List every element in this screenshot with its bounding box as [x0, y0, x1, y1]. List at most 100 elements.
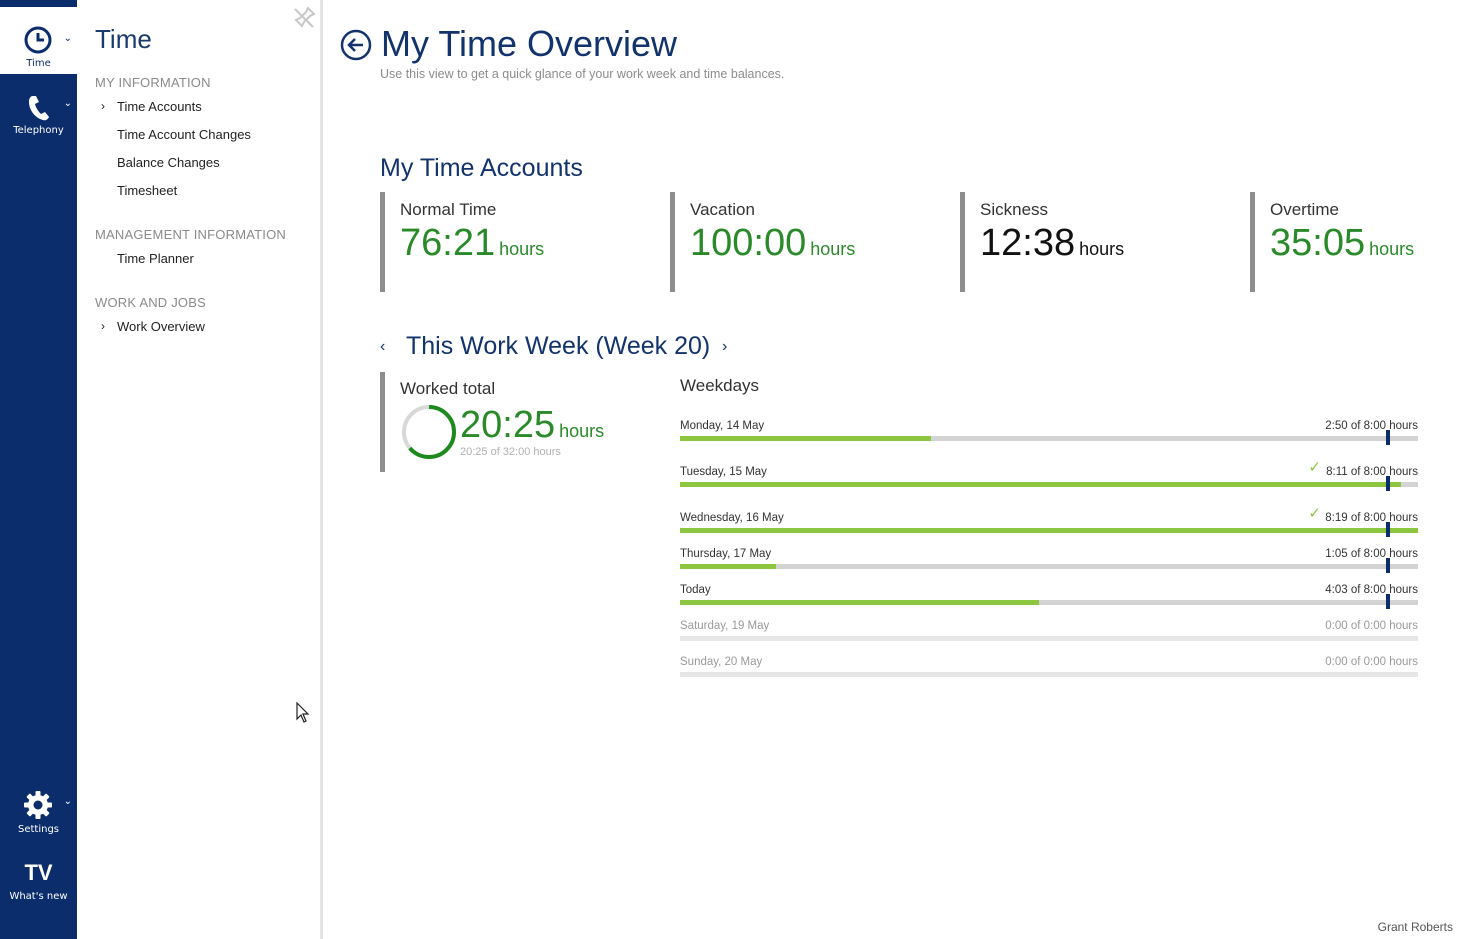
- worked-total-label: Worked total: [400, 379, 496, 398]
- account-value: 76:21 hours: [400, 222, 544, 265]
- weekday-progress-fill: [680, 482, 1401, 487]
- nav-title: Time: [95, 24, 152, 54]
- clock-icon: [24, 26, 52, 54]
- nav-item-balance-changes[interactable]: Balance Changes: [117, 155, 220, 170]
- user-name[interactable]: Grant Roberts: [1377, 920, 1453, 934]
- nav-item-time-accounts[interactable]: › Time Accounts: [101, 99, 202, 114]
- nav-item-work-overview[interactable]: › Work Overview: [101, 319, 205, 334]
- chevron-down-icon: ⌄: [63, 98, 72, 109]
- time-accounts-title: My Time Accounts: [380, 154, 583, 182]
- weekday-name: Saturday, 19 May: [680, 620, 770, 632]
- account-unit: hours: [1369, 239, 1415, 259]
- weekday-progress-bar: [680, 476, 1418, 491]
- weekday-hours: 8:11 of 8:00 hours: [1326, 466, 1418, 478]
- chevron-right-icon: ›: [101, 99, 105, 113]
- weekday-row[interactable]: Today 4:03 of 8:00 hours: [680, 584, 1418, 618]
- weekday-hours: 2:50 of 8:00 hours: [1325, 420, 1418, 432]
- weekday-row[interactable]: Thursday, 17 May 1:05 of 8:00 hours: [680, 548, 1418, 582]
- weekday-name: Monday, 14 May: [680, 420, 765, 432]
- rail-item-whats-new[interactable]: TV What's new: [0, 860, 77, 905]
- weekday-hours: 8:19 of 8:00 hours: [1325, 512, 1418, 524]
- weekday-name: Wednesday, 16 May: [680, 512, 784, 524]
- account-hours: 76:21: [400, 222, 496, 264]
- weekday-progress-bar: [680, 594, 1418, 609]
- navigation-panel: Time MY INFORMATION › Time Accounts Time…: [77, 0, 323, 939]
- worked-total-value: 20:25 hours: [460, 404, 604, 447]
- rail-item-telephony[interactable]: ⌄ Telephony: [0, 90, 77, 140]
- account-card-overtime[interactable]: Overtime 35:05 hours: [1250, 192, 1475, 292]
- rail-item-label: Time: [26, 58, 51, 69]
- account-card-normal-time[interactable]: Normal Time 76:21 hours: [380, 192, 650, 292]
- target-marker: [1386, 558, 1390, 573]
- weekday-progress-bar: [680, 522, 1418, 537]
- nav-item-label: Work Overview: [117, 319, 205, 334]
- weekday-progress-fill: [680, 600, 1039, 605]
- nav-item-label: Time Accounts: [117, 99, 202, 114]
- account-value: 100:00 hours: [690, 222, 855, 265]
- weekday-progress-fill: [680, 528, 1418, 533]
- rail-item-settings[interactable]: ⌄ Settings: [0, 788, 77, 838]
- weekday-progress-bar: [680, 430, 1418, 445]
- weekday-name: Thursday, 17 May: [680, 548, 772, 560]
- nav-section-work-and-jobs: WORK AND JOBS: [95, 295, 206, 310]
- weekday-name: Sunday, 20 May: [680, 656, 763, 668]
- worked-total-card: Worked total 20:25 hours 20:25 of 32:00 h…: [380, 372, 630, 472]
- phone-icon: [29, 96, 49, 121]
- weekday-name: Tuesday, 15 May: [680, 466, 767, 478]
- nav-item-time-account-changes[interactable]: Time Account Changes: [117, 127, 251, 142]
- nav-section-management-information: MANAGEMENT INFORMATION: [95, 227, 286, 242]
- weekday-row[interactable]: Wednesday, 16 May 8:19 of 8:00 hours ✓: [680, 505, 1418, 546]
- worked-total-detail: 20:25 of 32:00 hours: [460, 446, 561, 458]
- checkmark-icon: ✓: [1308, 459, 1321, 476]
- weekday-progress-fill: [680, 436, 931, 441]
- tv-icon: TV: [24, 860, 53, 885]
- week-header: ‹ This Work Week (Week 20) ›: [380, 332, 760, 366]
- account-unit: hours: [499, 239, 545, 259]
- account-card-sickness[interactable]: Sickness 12:38 hours: [960, 192, 1230, 292]
- chevron-right-icon: ›: [101, 319, 105, 333]
- unpin-icon[interactable]: [290, 4, 318, 32]
- nav-section-my-information: MY INFORMATION: [95, 75, 211, 90]
- weekday-hours: 0:00 of 0:00 hours: [1325, 656, 1418, 668]
- chevron-down-icon: ⌄: [63, 33, 72, 44]
- weekday-row[interactable]: Sunday, 20 May 0:00 of 0:00 hours: [680, 656, 1418, 690]
- rail-item-time[interactable]: ⌄ Time: [0, 0, 77, 74]
- weekday-row[interactable]: Saturday, 19 May 0:00 of 0:00 hours: [680, 620, 1418, 654]
- weekday-hours: 4:03 of 8:00 hours: [1325, 584, 1418, 596]
- account-unit: hours: [1079, 239, 1125, 259]
- weekday-progress-bar: [680, 558, 1418, 573]
- main-content: My Time Overview Use this view to get a …: [326, 0, 1475, 939]
- weekday-hours: 0:00 of 0:00 hours: [1325, 620, 1418, 632]
- target-marker: [1386, 476, 1390, 491]
- weekday-row[interactable]: Tuesday, 15 May 8:11 of 8:00 hours ✓: [680, 459, 1418, 500]
- weekday-name: Today: [680, 584, 711, 596]
- account-card-vacation[interactable]: Vacation 100:00 hours: [670, 192, 940, 292]
- weekday-progress-bar: [680, 636, 1418, 641]
- account-hours: 35:05: [1270, 222, 1366, 264]
- target-marker: [1386, 594, 1390, 609]
- worked-unit: hours: [559, 421, 605, 441]
- rail-item-label: What's new: [9, 891, 68, 902]
- page-subtitle: Use this view to get a quick glance of y…: [380, 67, 785, 81]
- worked-hours: 20:25: [460, 404, 556, 446]
- previous-week-button[interactable]: ‹: [380, 338, 386, 355]
- weekday-row[interactable]: Monday, 14 May 2:50 of 8:00 hours: [680, 420, 1418, 454]
- progress-ring: [402, 405, 456, 459]
- weekdays-label: Weekdays: [680, 376, 760, 395]
- back-arrow-icon[interactable]: [340, 29, 372, 61]
- account-value: 12:38 hours: [980, 222, 1124, 265]
- weekday-progress-bar: [680, 672, 1418, 677]
- gear-icon: [24, 791, 52, 819]
- rail-item-label: Telephony: [13, 125, 64, 136]
- next-week-button[interactable]: ›: [722, 338, 728, 355]
- account-name: Overtime: [1270, 200, 1339, 219]
- nav-item-time-planner[interactable]: Time Planner: [117, 251, 194, 266]
- page-title: My Time Overview: [381, 23, 678, 64]
- target-marker: [1386, 430, 1390, 445]
- account-hours: 12:38: [980, 222, 1076, 264]
- weekday-progress-fill: [680, 564, 776, 569]
- account-name: Normal Time: [400, 200, 497, 219]
- chevron-down-icon: ⌄: [63, 796, 72, 807]
- account-name: Sickness: [980, 200, 1049, 219]
- nav-item-timesheet[interactable]: Timesheet: [117, 183, 178, 198]
